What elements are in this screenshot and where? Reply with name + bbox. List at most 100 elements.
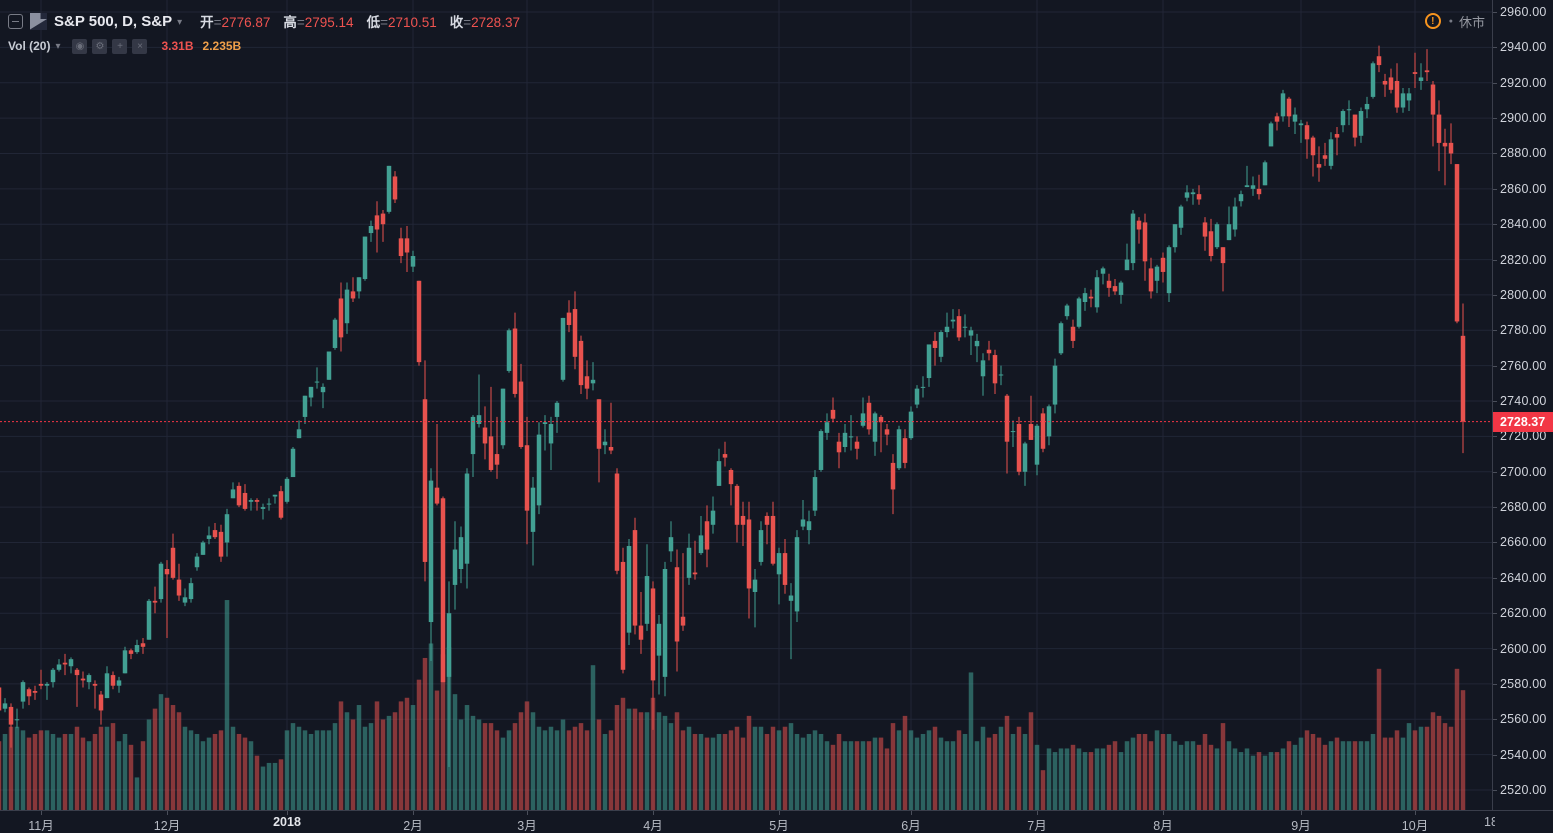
- volume-bar: [0, 741, 2, 810]
- candle-body: [428, 480, 434, 623]
- candle-body: [908, 411, 914, 439]
- volume-bar: [1286, 741, 1292, 810]
- candle-body: [782, 553, 788, 585]
- price-tick: [1493, 294, 1497, 296]
- volume-bar: [1016, 726, 1022, 810]
- volume-bar: [506, 730, 512, 810]
- time-axis-label: 10月: [1401, 819, 1429, 833]
- volume-bar: [464, 705, 470, 810]
- volume-bar: [1118, 752, 1124, 810]
- settings-icon[interactable]: ⚙: [92, 38, 108, 54]
- close-icon[interactable]: ×: [132, 38, 148, 54]
- candle-body: [1316, 164, 1322, 168]
- candle-body: [698, 535, 704, 554]
- collapse-legend-icon[interactable]: [8, 13, 23, 29]
- price-axis-label: 2740.00: [1500, 394, 1547, 409]
- candle-body: [1022, 443, 1028, 472]
- time-tick: [1037, 811, 1038, 815]
- volume-bar: [38, 730, 44, 810]
- volume-bar: [2, 733, 8, 810]
- warning-icon[interactable]: !: [1424, 13, 1441, 29]
- market-status: ! ● 休市: [1424, 12, 1485, 30]
- volume-bar: [824, 741, 830, 810]
- candle-body: [488, 436, 494, 470]
- volume-bar: [512, 723, 518, 810]
- candle-body: [470, 416, 476, 455]
- candle-body: [170, 547, 176, 578]
- volume-bar: [782, 726, 788, 810]
- price-axis[interactable]: 2960.00 2940.00 2920.00 2900.00 2880.00 2860.…: [1492, 0, 1553, 810]
- candle-body: [980, 360, 986, 377]
- volume-bar: [836, 733, 842, 810]
- volume-bar: [452, 694, 458, 810]
- volume-bar: [1280, 748, 1286, 810]
- price-axis-label: 2540.00: [1500, 747, 1547, 762]
- volume-bar: [200, 741, 206, 810]
- volume-bar: [350, 719, 356, 810]
- volume-bar: [620, 697, 626, 810]
- volume-bar: [1064, 748, 1070, 810]
- candle-body: [212, 530, 218, 538]
- legend-symbol-row: S&P 500, D, S&P ▾ 开=2776.87 高=2795.14 低=…: [8, 10, 533, 32]
- candle-body: [1178, 206, 1184, 228]
- candle-body: [1436, 114, 1442, 143]
- candle-body: [644, 576, 650, 624]
- candle-body: [116, 680, 122, 686]
- price-axis-label: 2880.00: [1500, 146, 1547, 161]
- candle-body: [122, 650, 128, 674]
- volume-bar: [272, 762, 278, 810]
- volume-bar: [1004, 715, 1010, 810]
- volume-bar: [152, 708, 158, 810]
- candle-body: [1010, 431, 1016, 433]
- volume-bar: [986, 737, 992, 810]
- candle-body: [98, 694, 104, 711]
- candle-body: [998, 374, 1004, 376]
- volume-bar: [32, 733, 38, 810]
- add-icon[interactable]: +: [112, 38, 128, 54]
- candle-body: [80, 678, 86, 681]
- volume-bar: [320, 730, 326, 810]
- volume-bar: [290, 723, 296, 810]
- candle-body: [1262, 162, 1268, 186]
- volume-bar: [884, 748, 890, 810]
- low-readout: 低=2710.51: [366, 15, 437, 30]
- candle-body: [506, 330, 512, 371]
- price-tick: [1493, 471, 1497, 473]
- volume-bar: [1304, 730, 1310, 810]
- price-axis-label: 2840.00: [1500, 217, 1547, 232]
- visibility-icon[interactable]: ◉: [72, 38, 88, 54]
- candle-body: [146, 600, 152, 640]
- candle-body: [176, 579, 182, 596]
- symbol-title[interactable]: S&P 500, D, S&P: [54, 12, 173, 30]
- candle-body: [1358, 111, 1364, 136]
- volume-bar: [920, 733, 926, 810]
- candle-body: [1424, 70, 1430, 73]
- volume-bar: [728, 730, 734, 810]
- candle-body: [260, 507, 266, 509]
- price-tick: [1493, 401, 1497, 403]
- volume-bar: [578, 723, 584, 810]
- volume-bar: [1226, 741, 1232, 810]
- volume-indicator-title[interactable]: Vol (20): [8, 39, 51, 53]
- volume-bar: [944, 741, 950, 810]
- candle-body: [1454, 164, 1460, 322]
- chart-plot-area[interactable]: [0, 0, 1492, 810]
- price-tick: [1493, 153, 1497, 155]
- volume-bar: [1184, 741, 1190, 810]
- volume-bar: [956, 730, 962, 810]
- time-tick: [527, 811, 528, 815]
- candle-body: [1148, 268, 1154, 292]
- candle-body: [1298, 123, 1304, 126]
- volume-bar: [1400, 737, 1406, 810]
- symbol-caret-icon[interactable]: ▾: [177, 16, 183, 28]
- volume-bar: [110, 723, 116, 810]
- volume-bar: [692, 733, 698, 810]
- time-axis[interactable]: 18 11月 12月 2018 2月 3月 4月 5月 6月 7月 8月 9月 10月: [0, 810, 1553, 833]
- candle-body: [1166, 247, 1172, 294]
- volume-ma-value: 2.235B: [202, 39, 242, 53]
- candle-body: [1088, 296, 1094, 299]
- volume-bar: [224, 600, 230, 810]
- candle-body: [662, 568, 668, 677]
- candle-body: [746, 519, 752, 589]
- volume-caret-icon[interactable]: ▾: [55, 40, 61, 52]
